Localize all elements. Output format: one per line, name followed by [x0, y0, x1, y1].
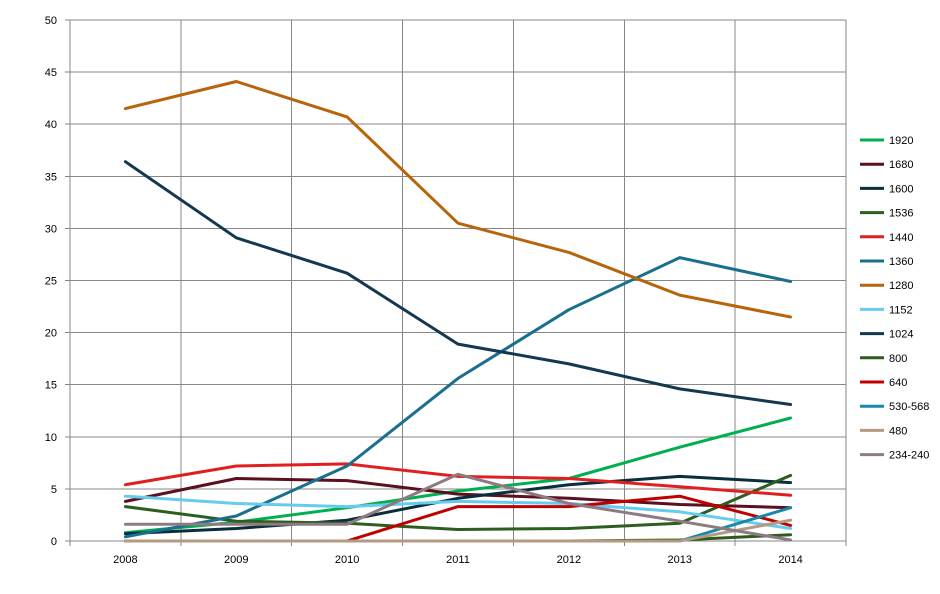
series-line-1536 — [123, 473, 793, 531]
x-tick-label-0: 2008 — [113, 554, 137, 566]
x-tick-label-6: 2014 — [778, 554, 802, 566]
series-line-234-240 — [123, 472, 793, 542]
series-line-1360 — [123, 256, 793, 539]
legend-label-800: 800 — [889, 353, 907, 365]
legend-label-234-240: 234-240 — [889, 450, 929, 462]
series-lines — [123, 80, 793, 543]
legend-label-1360: 1360 — [889, 256, 913, 268]
legend-label-1536: 1536 — [889, 208, 913, 220]
series-line-1600 — [123, 474, 793, 536]
legend-label-1152: 1152 — [889, 304, 913, 316]
y-axis-ticks: 0 5 10 15 20 25 30 35 40 45 50 — [45, 15, 57, 548]
legend-label-1440: 1440 — [889, 232, 913, 244]
legend: 1920 1680 1600 1536 1440 1360 1280 1152 1024 800 6… — [860, 135, 929, 462]
series-line-1440 — [123, 462, 793, 497]
series-line-1280 — [123, 80, 793, 319]
y-tick-label-7: 35 — [45, 171, 57, 183]
y-tick-label-9: 45 — [45, 67, 57, 79]
series-line-1680 — [123, 477, 793, 510]
x-tick-label-5: 2013 — [667, 554, 691, 566]
legend-label-530-568: 530-568 — [889, 401, 929, 413]
x-tick-label-2: 2010 — [335, 554, 359, 566]
y-tick-label-8: 40 — [45, 119, 57, 131]
legend-label-640: 640 — [889, 377, 907, 389]
series-line-480 — [123, 518, 793, 543]
series-line-1152 — [123, 494, 793, 530]
x-tick-label-3: 2011 — [446, 554, 470, 566]
x-tick-label-1: 2009 — [224, 554, 248, 566]
grid — [65, 19, 847, 546]
y-tick-label-2: 10 — [45, 432, 57, 444]
y-tick-label-6: 30 — [45, 223, 57, 235]
y-tick-label-3: 15 — [45, 380, 57, 392]
x-tick-label-4: 2012 — [557, 554, 581, 566]
legend-label-1920: 1920 — [889, 135, 913, 147]
legend-label-480: 480 — [889, 425, 907, 437]
legend-label-1600: 1600 — [889, 183, 913, 195]
y-tick-label-10: 50 — [45, 15, 57, 27]
legend-label-1280: 1280 — [889, 280, 913, 292]
x-axis-ticks: 2008 2009 2010 2011 2012 2013 2014 — [113, 554, 803, 566]
legend-label-1680: 1680 — [889, 159, 913, 171]
y-tick-label-1: 5 — [51, 484, 57, 496]
y-tick-label-5: 25 — [45, 276, 57, 288]
y-tick-label-4: 20 — [45, 328, 57, 340]
legend-label-1024: 1024 — [889, 329, 913, 341]
y-tick-label-0: 0 — [51, 536, 57, 548]
series-line-1024 — [123, 160, 793, 406]
